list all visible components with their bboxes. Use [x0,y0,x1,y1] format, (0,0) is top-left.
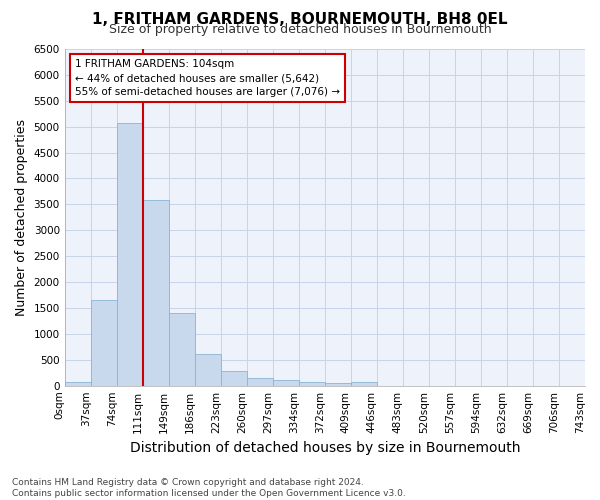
Bar [325,383,351,386]
Text: 1, FRITHAM GARDENS, BOURNEMOUTH, BH8 0EL: 1, FRITHAM GARDENS, BOURNEMOUTH, BH8 0EL [92,12,508,28]
Bar [351,382,377,386]
Bar [273,380,299,386]
X-axis label: Distribution of detached houses by size in Bournemouth: Distribution of detached houses by size … [130,441,520,455]
Text: Size of property relative to detached houses in Bournemouth: Size of property relative to detached ho… [109,22,491,36]
Bar [169,312,195,386]
Y-axis label: Number of detached properties: Number of detached properties [15,119,28,316]
Bar [221,370,247,386]
Bar [65,382,91,386]
Bar [117,123,143,386]
Bar [143,200,169,386]
Bar [247,378,273,386]
Bar [195,354,221,386]
Text: 1 FRITHAM GARDENS: 104sqm
← 44% of detached houses are smaller (5,642)
55% of se: 1 FRITHAM GARDENS: 104sqm ← 44% of detac… [75,59,340,97]
Bar [91,300,117,386]
Bar [299,382,325,386]
Text: Contains HM Land Registry data © Crown copyright and database right 2024.
Contai: Contains HM Land Registry data © Crown c… [12,478,406,498]
